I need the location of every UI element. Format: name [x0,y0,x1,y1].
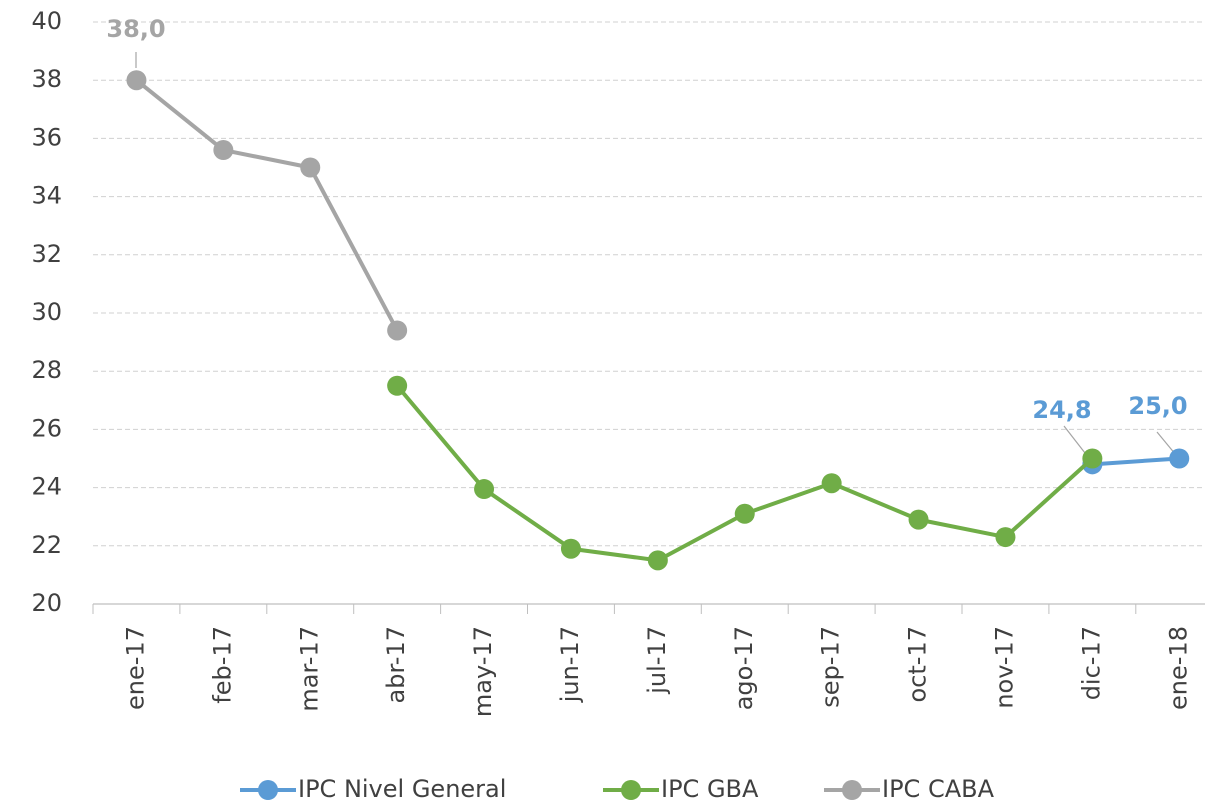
series-line [1092,456,1180,467]
y-tick-label: 38 [31,65,62,93]
y-tick-label: 40 [31,7,62,35]
legend-marker [621,780,641,800]
legend-label: IPC CABA [882,775,995,803]
data-point [387,320,408,341]
data-point [821,473,842,494]
x-tick-label: dic-17 [1077,626,1105,700]
x-tick-label: ago-17 [730,626,758,710]
data-point [213,140,234,161]
y-tick-label: 22 [31,531,62,559]
data-point [647,550,668,571]
y-tick-label: 32 [31,240,62,268]
y-tick-label: 36 [31,123,62,151]
data-point [908,509,929,530]
x-tick-label: nov-17 [990,626,1018,709]
legend-marker [842,780,862,800]
y-tick-label: 20 [31,589,62,617]
legend-label: IPC GBA [661,775,759,803]
data-point [995,527,1016,548]
x-tick-label: feb-17 [208,626,236,704]
series-line [395,384,1094,563]
y-tick-label: 34 [31,182,62,210]
x-tick-label: mar-17 [295,626,323,712]
legend-marker [258,780,278,800]
data-point [126,70,147,91]
data-point [1169,448,1190,469]
y-tick-label: 28 [31,356,62,384]
x-tick-label: jun-17 [556,626,584,703]
x-tick-label: may-17 [469,626,497,717]
x-tick-label: ene-18 [1164,626,1192,710]
legend-label: IPC Nivel General [298,775,506,803]
x-tick-label: oct-17 [904,626,932,703]
data-point [474,479,495,500]
y-tick-label: 24 [31,473,62,501]
data-point [300,157,321,178]
data-point [1082,448,1103,469]
data-point [560,538,581,559]
y-tick-label: 30 [31,298,62,326]
data-point [387,375,408,396]
series-line [135,78,399,332]
y-tick-label: 26 [31,414,62,442]
x-tick-label: jul-17 [643,626,671,695]
x-tick-label: sep-17 [817,626,845,708]
data-label: 38,0 [106,15,165,43]
x-tick-label: abr-17 [382,626,410,703]
data-label: 25,0 [1128,392,1187,420]
x-tick-label: ene-17 [121,626,149,710]
data-label: 24,8 [1032,396,1091,424]
data-point [734,503,755,524]
